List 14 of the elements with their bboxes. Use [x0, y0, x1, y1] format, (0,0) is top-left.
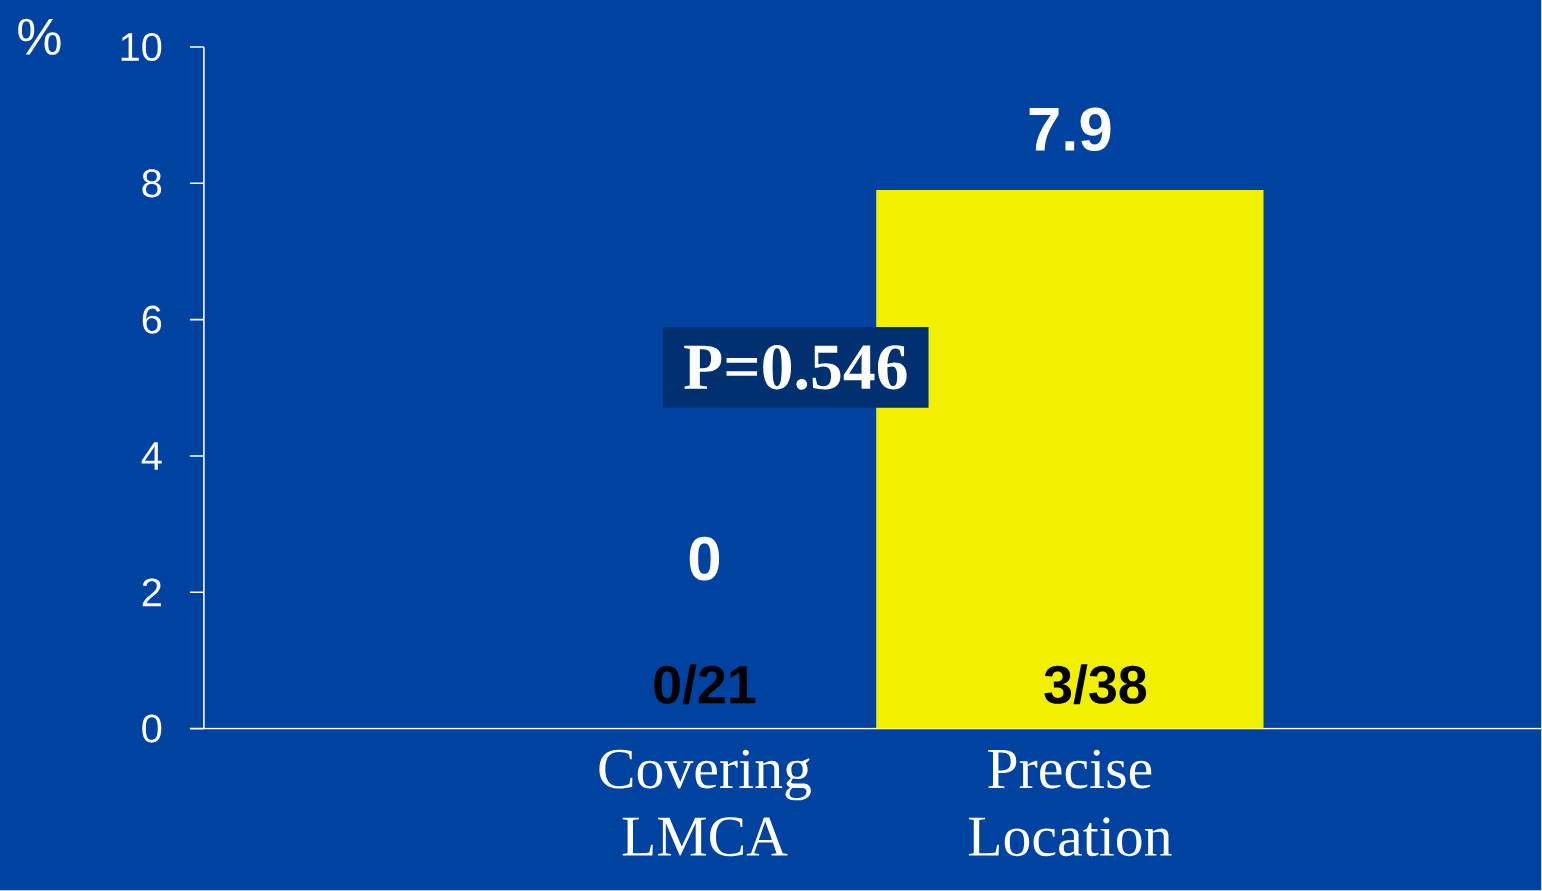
x-tick-label: Covering LMCA	[599, 749, 811, 857]
y-tick-label: 0	[142, 714, 162, 743]
x-tick-label: Precise Location	[968, 749, 1172, 857]
annotation: 0/21	[654, 664, 756, 705]
data-label: 7.9	[1029, 107, 1111, 152]
annotation: P=0.546	[684, 345, 907, 390]
y-tick-label: 4	[141, 442, 162, 470]
y-tick-label: 10	[121, 33, 162, 62]
y-tick-label: 2	[142, 578, 161, 607]
data-label: 0	[689, 537, 720, 581]
y-tick-label: 6	[142, 305, 162, 334]
annotation: 3/38	[1044, 664, 1147, 705]
y-axis-title: %	[18, 18, 61, 56]
y-tick-label: 8	[142, 169, 162, 198]
